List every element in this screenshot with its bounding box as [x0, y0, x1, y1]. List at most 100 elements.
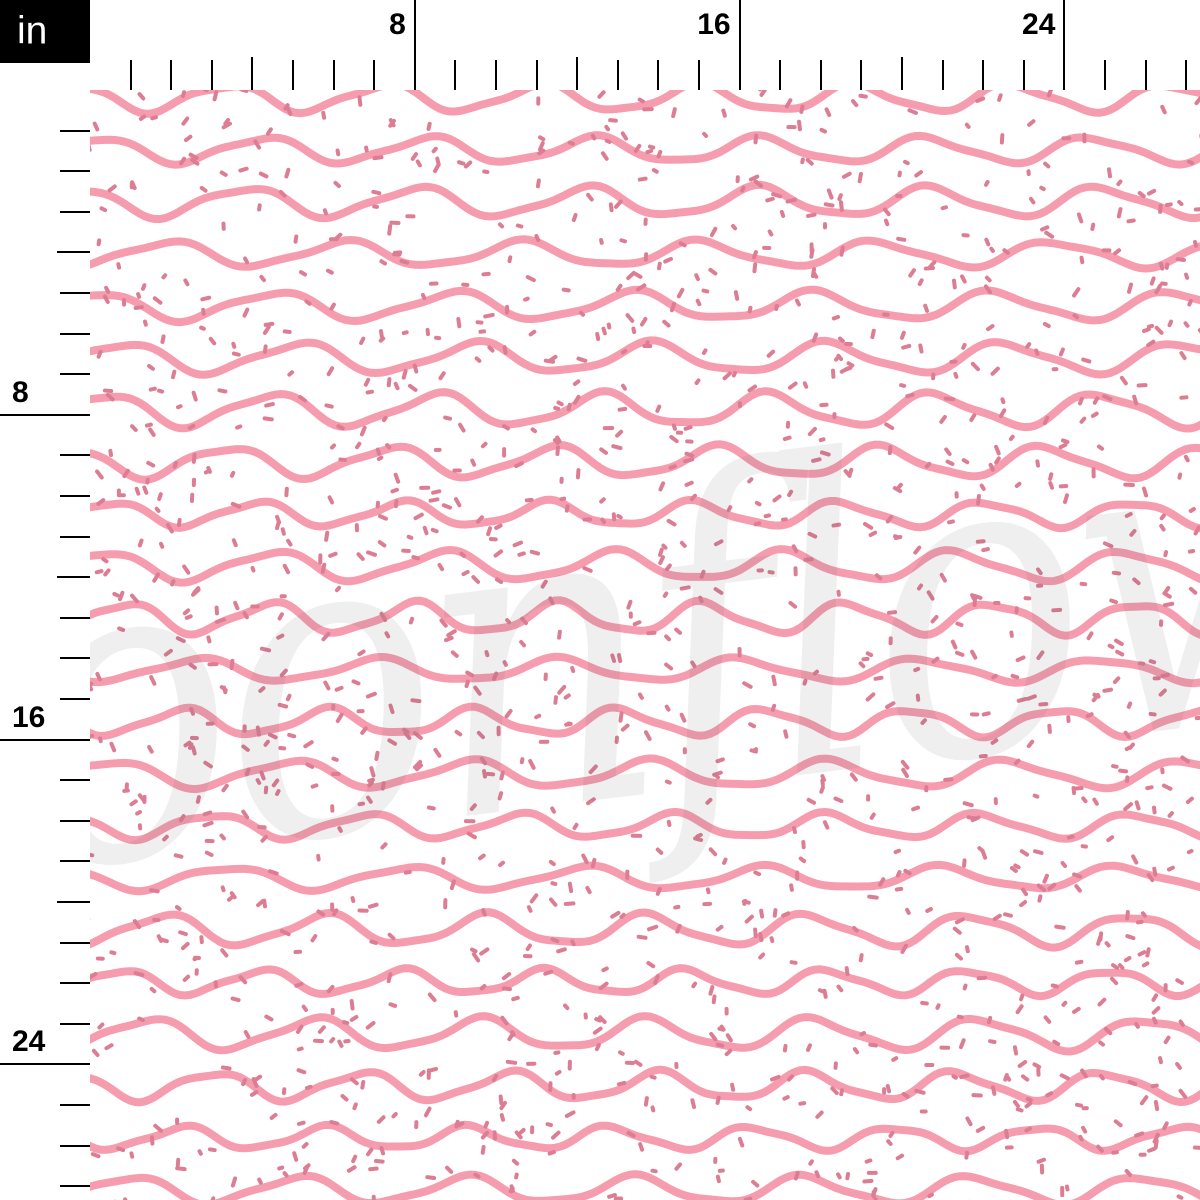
sprinkle	[90, 681, 94, 690]
sprinkle	[1158, 688, 1167, 697]
sprinkle	[715, 1095, 721, 1105]
sprinkle	[538, 141, 545, 152]
sprinkle	[882, 1087, 887, 1095]
sprinkle	[772, 908, 778, 918]
sprinkle	[1162, 601, 1175, 608]
ruler-tick-horizontal	[1063, 0, 1066, 90]
sprinkle	[752, 262, 758, 274]
sprinkle	[277, 1165, 285, 1171]
sprinkle	[327, 495, 335, 505]
wave-line	[90, 702, 1200, 742]
sprinkle	[176, 517, 182, 528]
sprinkle	[414, 1120, 419, 1130]
sprinkle	[618, 711, 624, 723]
sprinkle	[779, 209, 786, 218]
sprinkle	[497, 222, 505, 229]
sprinkle	[1004, 1128, 1010, 1140]
sprinkle	[242, 724, 247, 733]
sprinkle	[969, 712, 980, 717]
sprinkle	[408, 616, 415, 625]
sprinkle	[1115, 649, 1125, 657]
sprinkle	[380, 842, 388, 850]
sprinkle	[1111, 570, 1122, 576]
sprinkle	[559, 476, 564, 484]
sprinkle	[162, 834, 169, 842]
sprinkle	[255, 778, 262, 785]
sprinkle	[694, 273, 700, 282]
sprinkle	[548, 859, 556, 867]
sprinkle	[794, 298, 801, 307]
sprinkle	[969, 413, 977, 422]
sprinkle	[1158, 203, 1163, 214]
sprinkle	[191, 745, 197, 756]
sprinkle	[833, 796, 844, 804]
sprinkle	[976, 975, 988, 981]
sprinkle	[1042, 873, 1049, 884]
sprinkle	[679, 585, 691, 591]
sprinkle	[894, 886, 904, 892]
sprinkle	[1047, 882, 1057, 891]
ruler-tick-horizontal	[251, 57, 254, 90]
sprinkle	[691, 981, 698, 989]
sprinkle	[1147, 188, 1157, 196]
sprinkle	[1148, 711, 1157, 717]
sprinkle	[473, 1172, 481, 1179]
sprinkle	[817, 988, 825, 994]
sprinkle	[626, 1130, 636, 1138]
sprinkle	[262, 325, 271, 335]
sprinkle	[124, 782, 129, 791]
sprinkle	[954, 491, 959, 499]
sprinkle	[197, 1149, 203, 1156]
sprinkle	[251, 1077, 259, 1088]
sprinkle	[480, 1145, 486, 1155]
sprinkle	[1193, 239, 1198, 248]
sprinkle	[752, 250, 758, 260]
sprinkle	[321, 110, 327, 120]
sprinkle	[831, 314, 841, 321]
sprinkle	[845, 1171, 851, 1181]
ruler-tick-vertical	[60, 616, 90, 619]
sprinkle	[250, 604, 260, 609]
sprinkle	[405, 214, 416, 219]
sprinkle	[1145, 785, 1154, 791]
sprinkle	[674, 627, 683, 635]
sprinkle	[278, 746, 287, 751]
sprinkle	[1111, 764, 1119, 769]
sprinkle	[754, 500, 762, 507]
sprinkle	[189, 735, 199, 741]
sprinkle	[310, 934, 318, 943]
sprinkle	[685, 439, 694, 444]
sprinkle	[1145, 947, 1151, 958]
sprinkle	[914, 1088, 926, 1095]
sprinkle	[505, 1059, 518, 1065]
sprinkle	[970, 361, 980, 372]
sprinkle	[766, 349, 776, 358]
sprinkle	[962, 801, 974, 808]
sprinkle	[479, 983, 487, 991]
sprinkle	[180, 941, 190, 951]
sprinkle	[279, 594, 287, 599]
sprinkle	[1162, 1121, 1169, 1131]
sprinkle	[748, 174, 760, 182]
sprinkle	[476, 730, 485, 740]
sprinkle	[1159, 523, 1166, 532]
sprinkle	[192, 586, 201, 595]
sprinkle	[431, 146, 438, 154]
sprinkle	[536, 96, 541, 106]
sprinkle	[926, 590, 935, 601]
sprinkle	[1127, 1079, 1138, 1087]
sprinkle	[333, 180, 341, 188]
sprinkle	[1015, 655, 1026, 663]
sprinkle	[1012, 1045, 1019, 1056]
sprinkle	[807, 531, 818, 539]
sprinkle	[1081, 796, 1088, 804]
sprinkle	[456, 316, 462, 329]
sprinkle	[859, 1031, 866, 1037]
sprinkle	[250, 565, 256, 573]
sprinkle	[695, 298, 702, 307]
sprinkle	[182, 608, 191, 616]
sprinkle	[243, 256, 250, 265]
sprinkle	[486, 526, 493, 537]
sprinkle	[443, 898, 448, 910]
sprinkle	[888, 636, 893, 646]
